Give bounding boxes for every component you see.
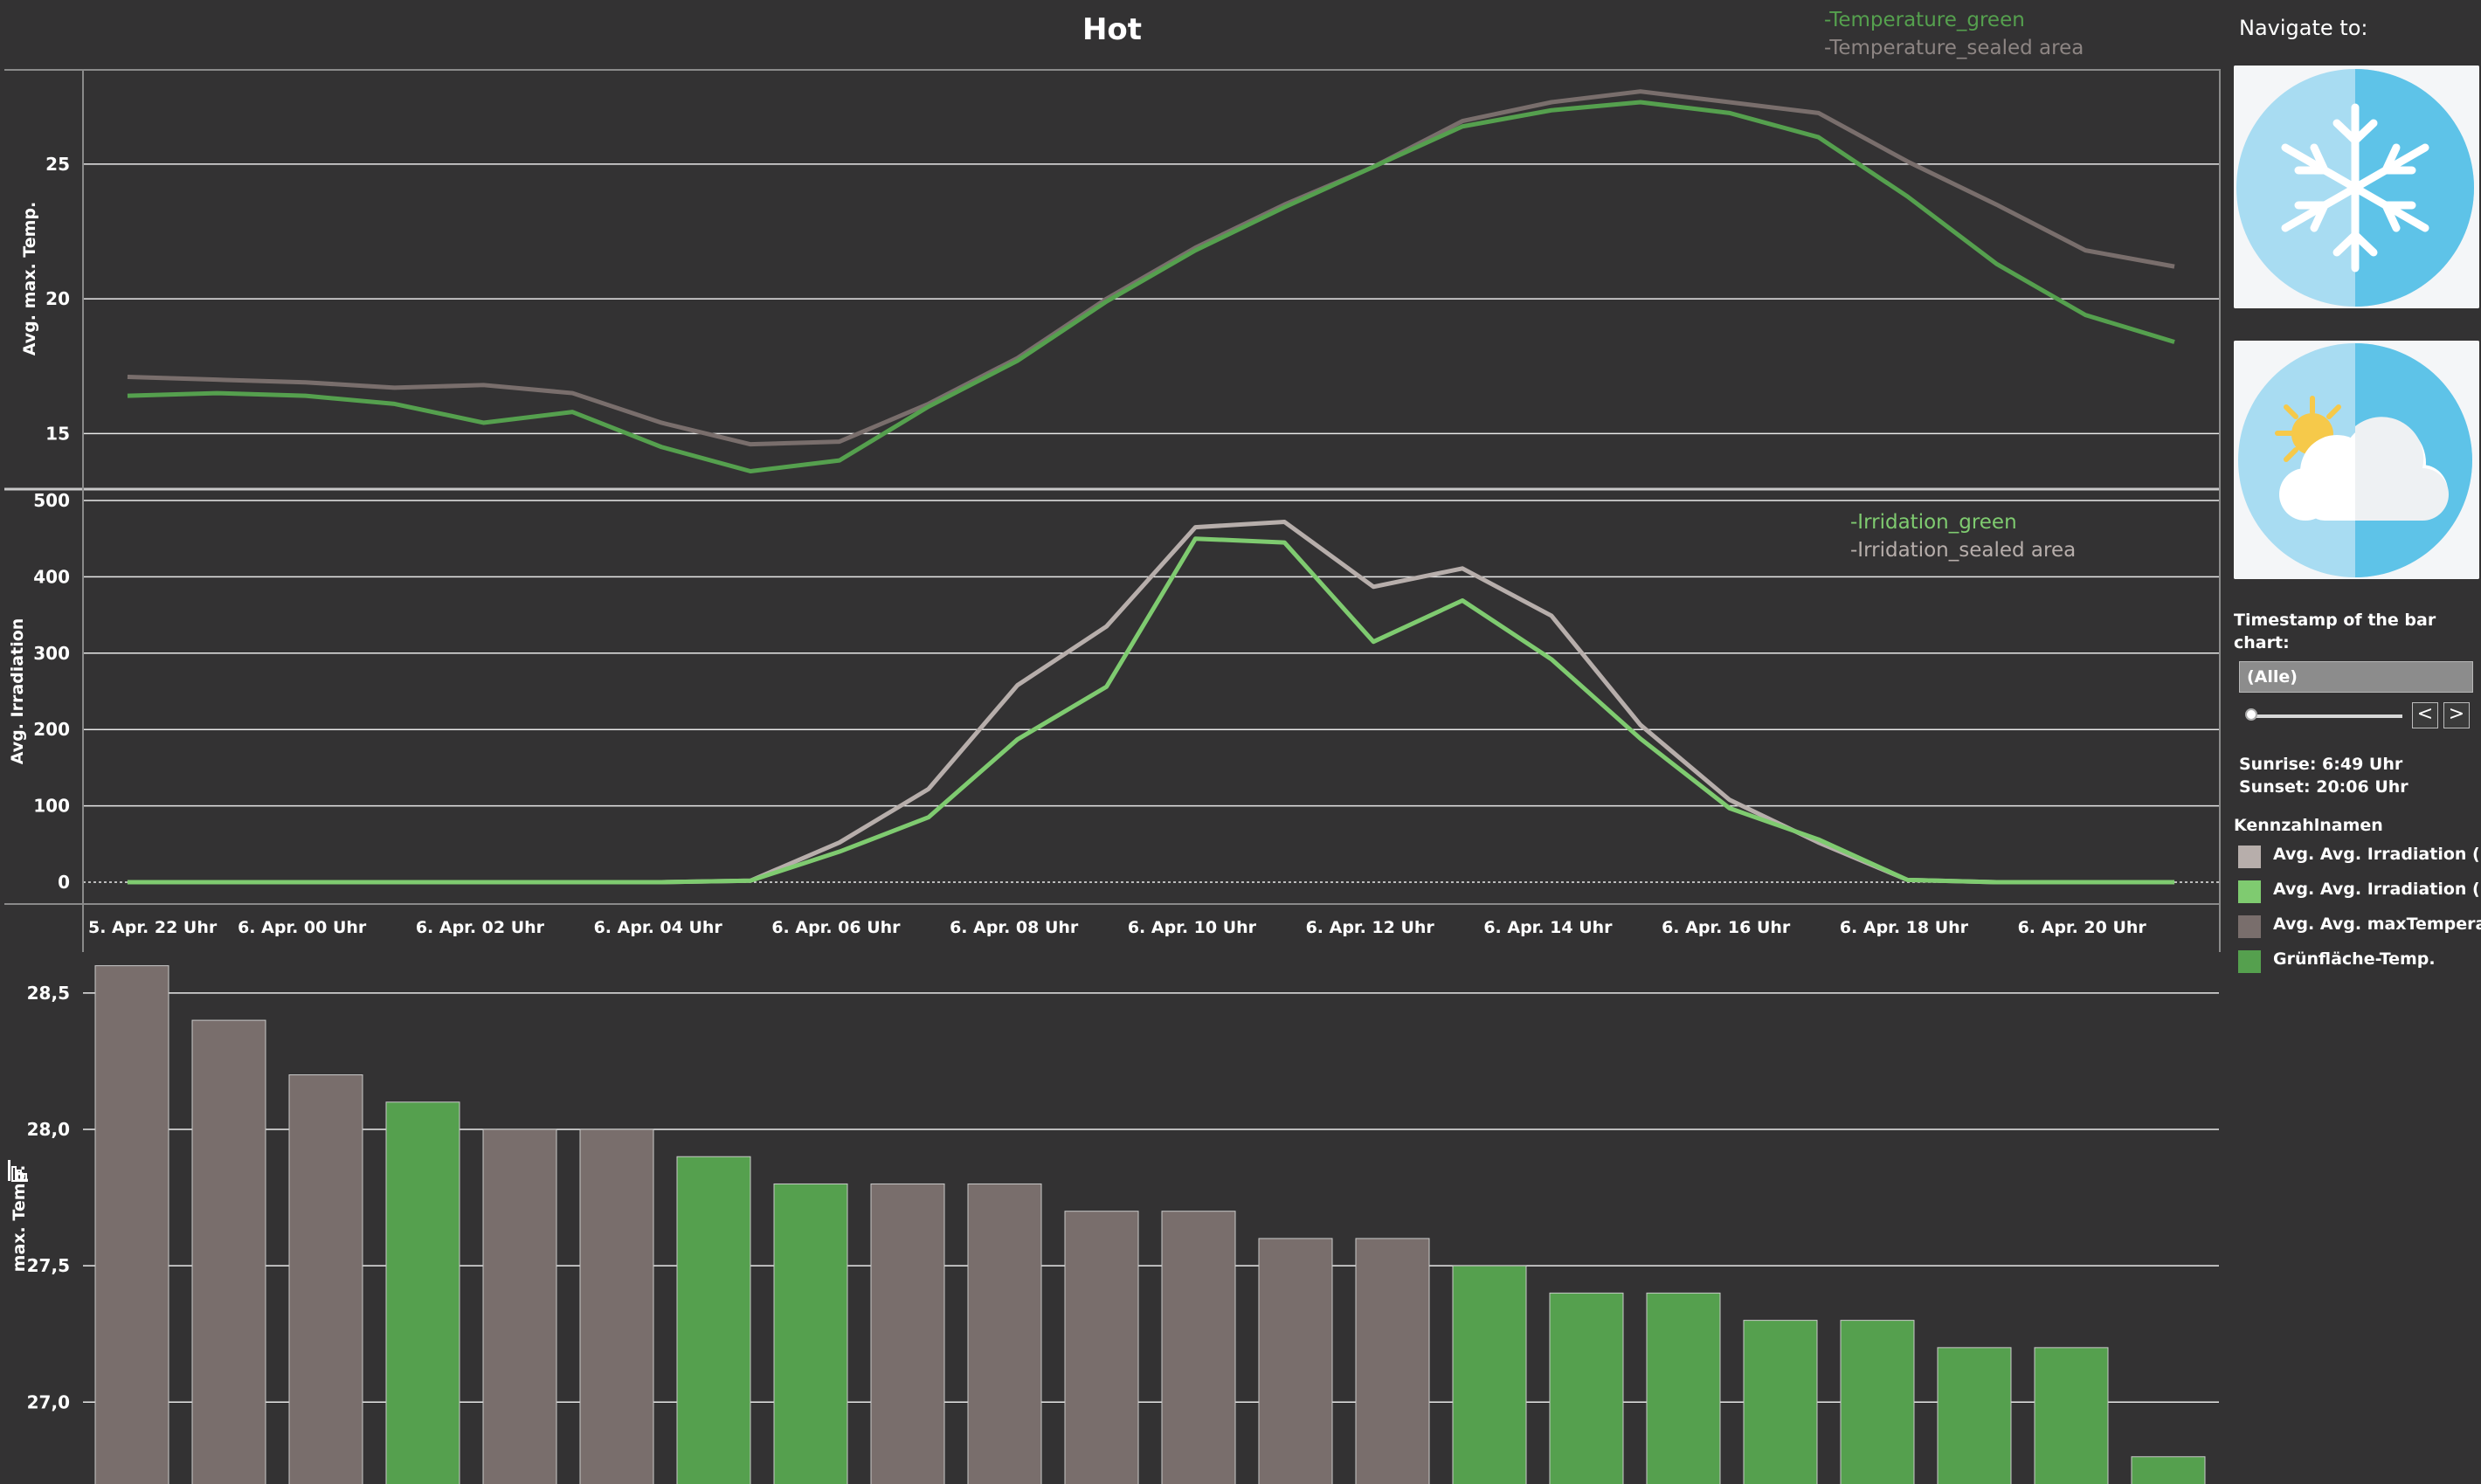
bar [676, 1156, 751, 1484]
charts-area: 15 20 25 Avg. max. Temp. 0 100 200 300 400 500 Av… [4, 69, 2221, 1484]
irr-legend-sealed: -Irridation_sealed area [1850, 539, 2077, 562]
timestamp-prev-button[interactable]: < [2412, 702, 2438, 728]
y-tick-label: 28,0 [27, 1119, 70, 1140]
timestamp-filter-select[interactable]: (Alle) [2239, 661, 2473, 693]
dashboard-title: Hot [1082, 12, 1143, 47]
sort-icon-bar [17, 1170, 22, 1182]
timestamp-slider-track[interactable] [2250, 714, 2402, 718]
bar [2034, 1347, 2109, 1484]
kennzahl-item-label: Avg. Avg. maxTempera.. [2273, 915, 2481, 934]
x-tick-label: 6. Apr. 06 Uhr [771, 918, 901, 937]
bar [1937, 1347, 2012, 1484]
kennzahl-item[interactable]: Grünfläche-Temp. [2238, 948, 2474, 974]
x-tick-label: 6. Apr. 04 Uhr [594, 918, 723, 937]
bar [2131, 1456, 2206, 1484]
x-tick-label: 6. Apr. 10 Uhr [1128, 918, 1257, 937]
x-tick-label: 5. Apr. 22 Uhr [88, 918, 218, 937]
x-tick-label: 6. Apr. 20 Uhr [2018, 918, 2147, 937]
bar [385, 1101, 460, 1484]
x-tick-label: 6. Apr. 00 Uhr [238, 918, 367, 937]
y-tick-label: 15 [45, 423, 70, 444]
y-axis-title: max. Temp. [10, 1165, 29, 1273]
series-line [127, 89, 2175, 447]
kennzahl-item[interactable]: Avg. Avg. maxTempera.. [2238, 913, 2481, 939]
max-temp-bar-chart: 27,0 27,5 28,0 28,5 max. Temp. [8, 965, 2219, 1484]
kennzahl-item[interactable]: Avg. Avg. Irradiation (.. [2238, 878, 2481, 904]
bar [288, 1074, 363, 1484]
bar [94, 965, 169, 1484]
sunset-text: Sunset: 20:06 Uhr [2239, 777, 2408, 797]
timestamp-next-button[interactable]: > [2443, 702, 2470, 728]
sort-icon-bar [11, 1166, 17, 1182]
bar [1161, 1211, 1236, 1484]
legend-swatch [2238, 846, 2261, 868]
snowflake-icon [2234, 66, 2479, 308]
y-tick-label: 100 [33, 796, 70, 817]
bar [967, 1183, 1042, 1484]
kennzahl-item[interactable]: Avg. Avg. Irradiation (.. [2238, 843, 2481, 869]
bar [1646, 1292, 1721, 1484]
series-line [127, 536, 2175, 885]
bar [1840, 1320, 1915, 1484]
y-tick-label: 27,5 [27, 1255, 70, 1276]
y-axis-title: Avg. max. Temp. [20, 202, 39, 356]
temperature-line-chart: 15 20 25 Avg. max. Temp. [20, 89, 2219, 473]
bar [1258, 1238, 1333, 1484]
sun-cloud-icon [2234, 341, 2479, 579]
bar [579, 1129, 654, 1484]
y-tick-label: 27,0 [27, 1391, 70, 1412]
legend-swatch [2238, 915, 2261, 938]
kennzahl-item-label: Avg. Avg. Irradiation (.. [2273, 845, 2481, 864]
x-tick-label: 6. Apr. 18 Uhr [1840, 918, 1969, 937]
bar [1743, 1320, 1818, 1484]
bar [1064, 1211, 1139, 1484]
series-line [127, 100, 2175, 473]
sunrise-text: Sunrise: 6:49 Uhr [2239, 755, 2403, 774]
bar [773, 1183, 848, 1484]
kennzahl-title: Kennzahlnamen [2234, 816, 2383, 835]
sort-icon-bar [8, 1160, 10, 1181]
nav-warm-button[interactable] [2234, 341, 2479, 579]
bar [1355, 1238, 1430, 1484]
y-tick-label: 25 [45, 154, 70, 175]
temp-legend-sealed: -Temperature_sealed area [1824, 37, 2084, 59]
bar [482, 1129, 557, 1484]
sort-icon [8, 1160, 27, 1182]
x-tick-label: 6. Apr. 08 Uhr [950, 918, 1079, 937]
y-tick-label: 200 [33, 719, 70, 740]
legend-swatch [2238, 950, 2261, 973]
timestamp-slider-handle[interactable] [2245, 708, 2257, 721]
irr-legend-green: -Irridation_green [1850, 511, 2017, 534]
irradiation-line-chart: 0 100 200 300 400 500 Avg. Irradiation 5. Apr. … [8, 490, 2219, 937]
y-tick-label: 0 [58, 872, 70, 893]
y-tick-label: 300 [33, 643, 70, 664]
y-tick-label: 28,5 [27, 983, 70, 1004]
bar [1452, 1265, 1527, 1484]
y-tick-label: 500 [33, 490, 70, 511]
x-tick-label: 6. Apr. 14 Uhr [1483, 918, 1613, 937]
bar [1549, 1292, 1624, 1484]
nav-cold-button[interactable] [2234, 66, 2479, 308]
x-tick-label: 6. Apr. 12 Uhr [1306, 918, 1435, 937]
kennzahl-item-label: Grünfläche-Temp. [2273, 949, 2436, 969]
bar [191, 1019, 266, 1484]
y-tick-label: 400 [33, 566, 70, 587]
x-tick-label: 6. Apr. 02 Uhr [416, 918, 545, 937]
timestamp-label: Timestamp of the bar chart: [2234, 611, 2436, 652]
navigate-label: Navigate to: [2239, 16, 2368, 40]
x-tick-label: 6. Apr. 16 Uhr [1662, 918, 1791, 937]
series-line [127, 519, 2175, 885]
y-axis-title: Avg. Irradiation [8, 618, 27, 765]
y-tick-label: 20 [45, 288, 70, 309]
temp-legend-green: -Temperature_green [1824, 9, 2025, 31]
sort-icon-bar [22, 1173, 27, 1182]
bar [870, 1183, 945, 1484]
legend-swatch [2238, 880, 2261, 903]
kennzahl-item-label: Avg. Avg. Irradiation (.. [2273, 880, 2481, 899]
